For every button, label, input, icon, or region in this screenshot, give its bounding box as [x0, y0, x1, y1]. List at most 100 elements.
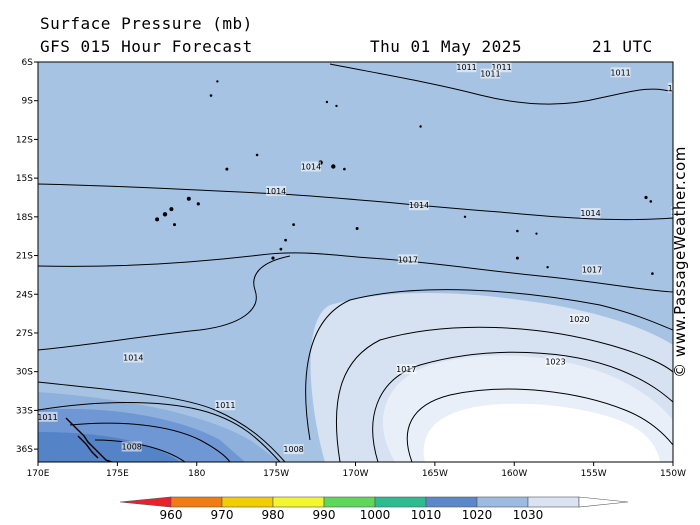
isobar-label: 1023 [545, 357, 565, 366]
colorbar-segment [374, 496, 427, 508]
isobar-label-bg [491, 62, 512, 73]
isobar-label-bg [610, 67, 631, 78]
island-dot [173, 223, 176, 227]
lon-tick-label: 150W [660, 469, 686, 479]
lon-tick-label: 170E [27, 469, 50, 479]
forecast-subtitle: GFS 015 Hour Forecast [40, 37, 253, 56]
island-dot [535, 232, 538, 235]
isobar-line [406, 388, 673, 462]
isobar-label: 1014 [301, 163, 321, 172]
isobar-label: 1011 [37, 413, 57, 422]
new-zealand-coastline [77, 435, 99, 459]
isobar-line [38, 183, 673, 221]
isobar-line [335, 326, 673, 462]
island-dot [225, 167, 229, 171]
lat-tick-label: 27S [16, 329, 33, 339]
colorbar-label: 960 [160, 508, 183, 522]
isobar-label-bg [582, 264, 602, 275]
fill-below-1000 [38, 432, 180, 462]
island-dot [292, 223, 295, 227]
colorbar-segment [119, 496, 172, 508]
island-dot [279, 247, 283, 251]
colorbar-segment [221, 496, 274, 508]
isobar-label-bg [266, 186, 287, 196]
lon-tick-label: 165W [422, 469, 448, 479]
fill-above-1030 [423, 403, 660, 462]
lat-tick-label: 21S [16, 252, 33, 262]
colorbar-label: 980 [262, 508, 285, 522]
isobar-label-bg [545, 356, 566, 367]
colorbar-segment [578, 496, 629, 508]
new-zealand-coast [65, 417, 113, 462]
isobar-label-bg [409, 200, 429, 211]
colorbar-segment [476, 496, 529, 508]
island-dot [209, 94, 213, 97]
island-dot [169, 207, 174, 212]
colorbar-label: 1020 [462, 508, 493, 522]
island-dot [255, 153, 259, 157]
lat-tick-label: 36S [16, 445, 33, 455]
colorbar-label: 970 [211, 508, 234, 522]
isobar-label: 1008 [283, 445, 303, 454]
island-dot [546, 266, 549, 269]
island-dot [343, 167, 346, 171]
isobar-labels: 1011101110111011101110111011101110111014… [37, 62, 688, 455]
isobar-label-bg [38, 411, 58, 422]
island-dot [186, 196, 191, 201]
colorbar-label: 1000 [360, 508, 391, 522]
lon-tick-label: 170W [342, 469, 368, 479]
isobar-label-bg [667, 82, 673, 93]
island-dot [463, 215, 467, 218]
map-title: Surface Pressure (mb) [40, 14, 253, 33]
colorbar-segment [527, 496, 580, 508]
isobar-label-bg [283, 444, 304, 455]
isobar-line [305, 289, 673, 441]
lon-tick-label: 175W [263, 469, 289, 479]
isobar-label-bg [123, 352, 144, 363]
lon-tick-label: 180 [188, 469, 205, 479]
isobar-label: 1017 [396, 365, 416, 374]
isobar-label-bg [670, 206, 673, 217]
island-dot [325, 100, 329, 104]
isobar-line [372, 351, 673, 462]
isobar-label: 1011 [668, 84, 688, 93]
island-dot [355, 227, 359, 230]
island-dot [216, 80, 219, 83]
lat-tick-label: 6S [22, 58, 34, 68]
isobar-label: 1014 [409, 201, 429, 210]
isobar-label-bg [215, 400, 236, 411]
isobar-label: 1011 [491, 63, 511, 72]
pressure-colorbar: 960 970 980 990 1000 1010 1020 1030 [119, 496, 629, 522]
lat-tick-label: 12S [16, 135, 33, 145]
isobar-label: 1008 [122, 443, 142, 452]
colorbar-label: 1010 [411, 508, 442, 522]
isobar-label-bg [397, 254, 418, 265]
isobar-line [38, 381, 286, 462]
colorbar-segment [425, 496, 478, 508]
lat-tick-label: 15S [16, 174, 33, 184]
isobar-label-bg [456, 62, 477, 73]
lat-tick-label: 30S [16, 368, 33, 378]
isobar-label: 1017 [398, 255, 418, 264]
island-dot [649, 200, 653, 203]
colorbar-label: 1030 [513, 508, 544, 522]
island-dot [271, 256, 275, 260]
isobar-line [38, 255, 291, 351]
island-dot [335, 104, 338, 108]
isobar-line [94, 439, 186, 462]
island-dot [162, 212, 168, 217]
isobar-label-bg [580, 208, 601, 218]
site-credit: © www.PassageWeather.com [671, 146, 689, 378]
island-dot [196, 202, 200, 206]
isobar-label: 1014 [123, 354, 143, 363]
isobar-line [69, 422, 231, 462]
colorbar-label: 990 [313, 508, 336, 522]
pressure-fill-bands [38, 62, 673, 462]
isobar-label: 1011 [480, 70, 500, 79]
latitude-axis: 6S 9S 12S 15S 18S 21S 24S 27S 30S 33S 36S [16, 58, 38, 455]
isobar-label-bg [480, 68, 501, 79]
isobar-label: 1011 [456, 63, 476, 72]
isobar-lines [38, 63, 673, 462]
isobar-label-bg [301, 161, 321, 172]
